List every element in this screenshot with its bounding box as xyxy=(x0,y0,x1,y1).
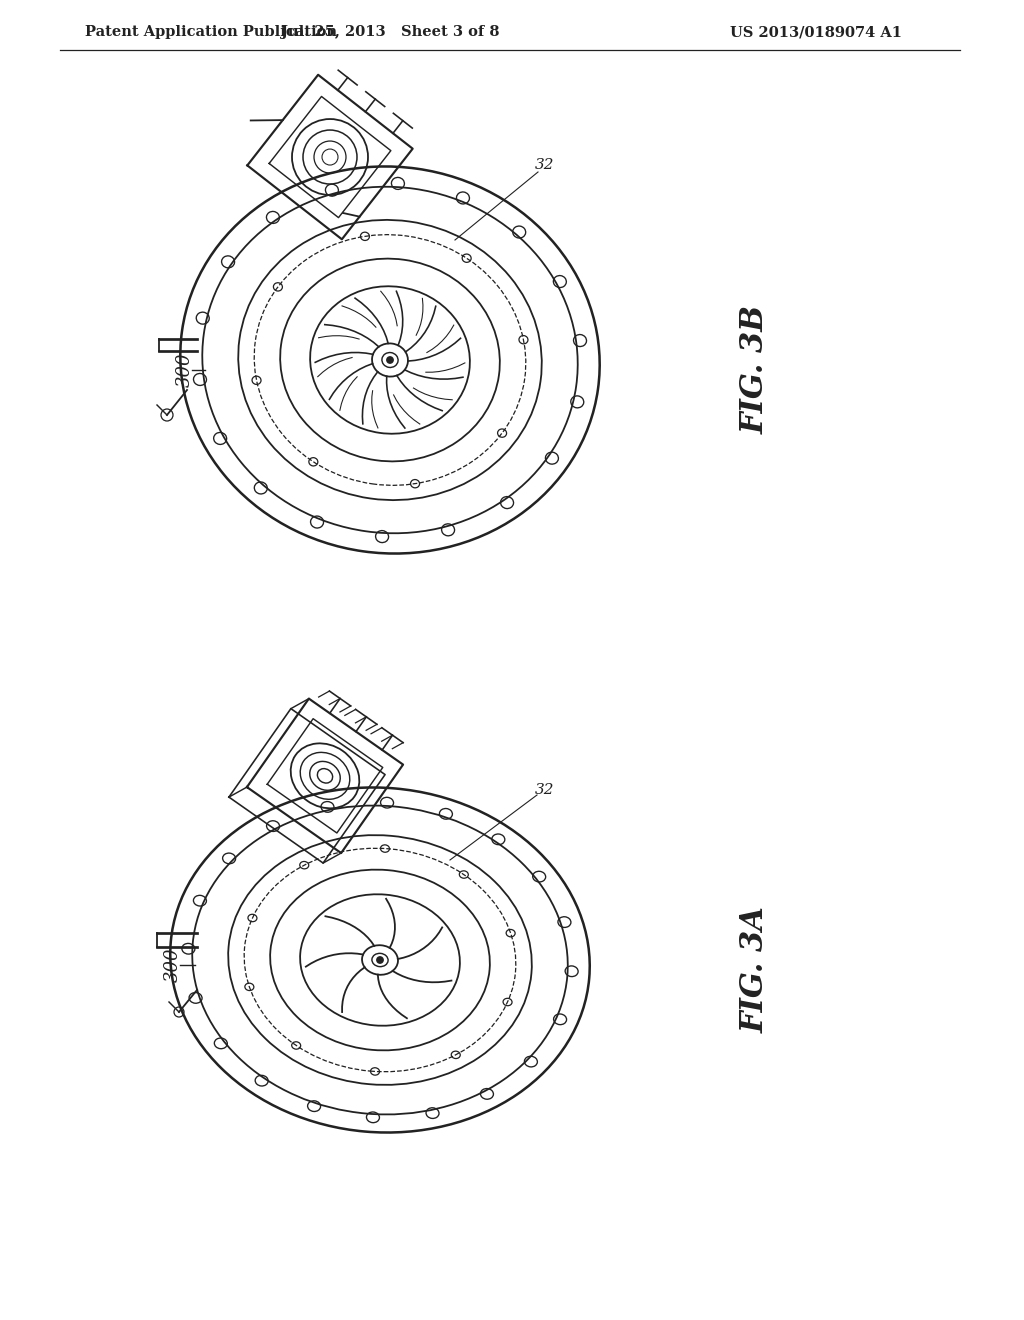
Text: 300: 300 xyxy=(164,948,182,982)
Text: FIG. 3B: FIG. 3B xyxy=(739,305,770,434)
Text: 300: 300 xyxy=(176,352,194,387)
Circle shape xyxy=(387,356,393,363)
Text: 32: 32 xyxy=(535,158,555,172)
Circle shape xyxy=(377,957,383,964)
Text: Patent Application Publication: Patent Application Publication xyxy=(85,25,337,40)
Text: FIG. 3A: FIG. 3A xyxy=(739,907,770,1034)
Text: US 2013/0189074 A1: US 2013/0189074 A1 xyxy=(730,25,902,40)
Text: 32: 32 xyxy=(535,783,555,797)
Text: Jul. 25, 2013   Sheet 3 of 8: Jul. 25, 2013 Sheet 3 of 8 xyxy=(281,25,500,40)
